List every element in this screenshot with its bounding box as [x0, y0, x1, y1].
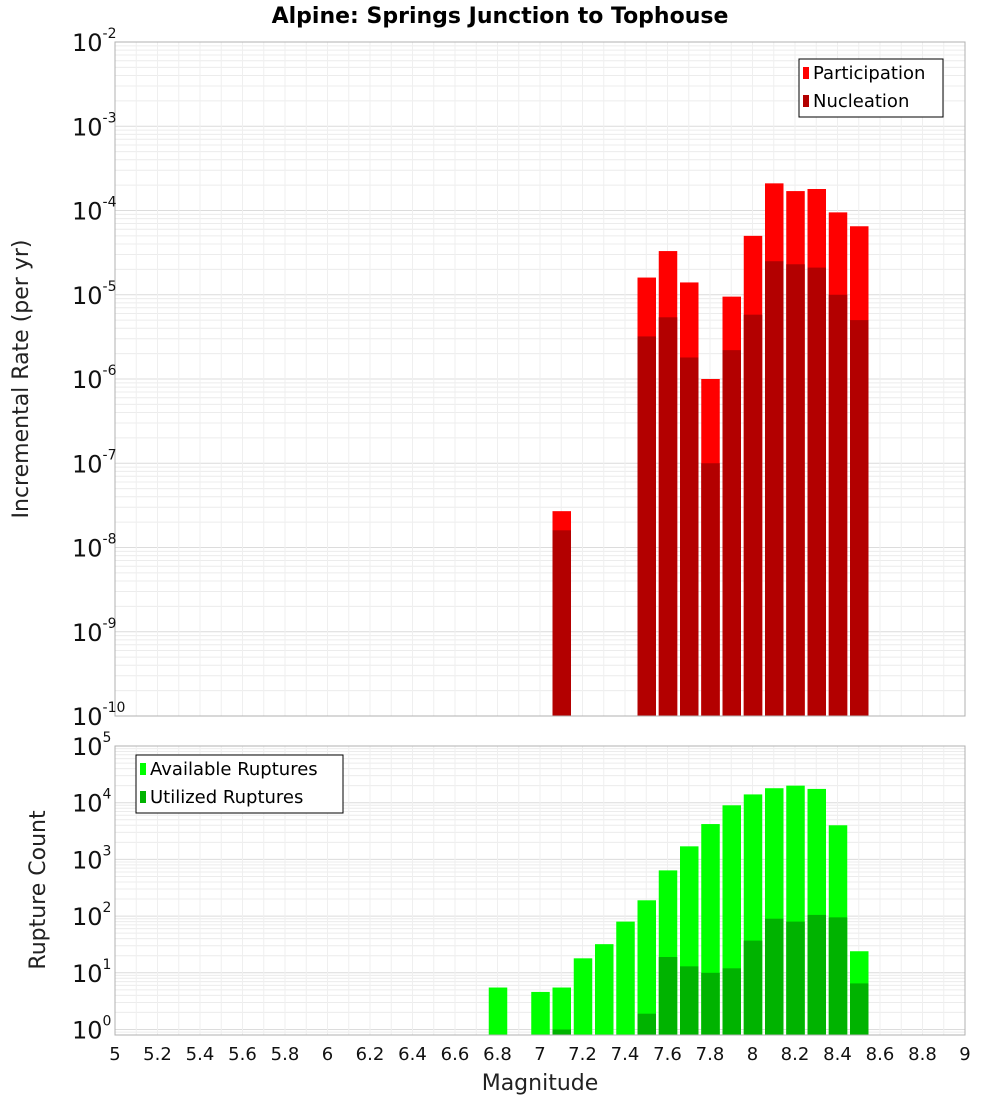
- x-tick-labels: 5 5.2 5.4 5.6 5.8 6 6.2 6.4 6.6 6.8 7 7.2 7.4 7.6 7.8 8…: [109, 1044, 970, 1065]
- x-tick-label: 7.2: [568, 1044, 597, 1065]
- y-tick-label: 100: [72, 1014, 111, 1045]
- count-panel: 100 101 102 103 104 105 Rupture Count 5 5.2 5.4 5.…: [26, 730, 971, 1065]
- y-tick-labels: 10-10 10-9 10-8 10-7 10-6 10-5 10-4 10-3 10-2: [72, 26, 125, 731]
- y-tick-labels: 100 101 102 103 104 105: [72, 730, 112, 1045]
- bar-overlay-nucleation: [828, 294, 848, 716]
- x-tick-label: 6.4: [398, 1044, 427, 1065]
- bar-overlay-utilized-ruptures: [743, 940, 763, 1035]
- x-tick-label: 5: [109, 1044, 120, 1065]
- bar-available-ruptures: [573, 958, 593, 1035]
- bar-available-ruptures: [595, 944, 614, 1035]
- bar-overlay-nucleation: [701, 463, 720, 716]
- legend-box: [135, 754, 344, 814]
- y-tick-label: 104: [72, 787, 112, 818]
- chart-title: Alpine: Springs Junction to Tophouse: [272, 4, 729, 29]
- bar-overlay-utilized-ruptures: [786, 921, 805, 1035]
- legend-swatch: [803, 67, 809, 79]
- x-tick-label: 7.4: [611, 1044, 640, 1065]
- x-tick-label: 5.8: [271, 1044, 300, 1065]
- bar-available-ruptures: [616, 921, 635, 1035]
- x-tick-label: 8.8: [908, 1044, 937, 1065]
- y-tick-label: 103: [72, 843, 111, 874]
- bar-overlay-utilized-ruptures: [850, 983, 869, 1035]
- x-tick-label: 5.4: [186, 1044, 215, 1065]
- bar-overlay-utilized-ruptures: [637, 1013, 656, 1035]
- bar-overlay-utilized-ruptures: [552, 1029, 571, 1035]
- x-tick-label: 6.6: [441, 1044, 470, 1065]
- plot-frame: [114, 745, 966, 1036]
- bar-overlay-nucleation: [658, 317, 678, 716]
- legend-swatch: [803, 95, 809, 107]
- bar-overlay-utilized-ruptures: [658, 956, 678, 1035]
- bar-overlay-nucleation: [807, 267, 826, 716]
- bar-overlay-utilized-ruptures: [680, 966, 699, 1035]
- bars: [552, 183, 869, 717]
- y-tick-label: 10-7: [72, 447, 117, 478]
- legend-label: Utilized Ruptures: [150, 787, 303, 808]
- legend: Available Ruptures Utilized Ruptures: [135, 754, 344, 814]
- x-tick-label: 8.4: [823, 1044, 852, 1065]
- bar-available-ruptures: [531, 991, 550, 1035]
- rate-panel: 10-10 10-9 10-8 10-7 10-6 10-5 10-4 10-3 10-2 Inc…: [9, 26, 966, 731]
- bar-overlay-nucleation: [850, 320, 869, 716]
- y-axis-label: Rupture Count: [26, 810, 51, 970]
- y-tick-label: 101: [72, 957, 111, 988]
- y-tick-label: 10-4: [72, 195, 117, 226]
- y-tick-label: 10-2: [72, 26, 117, 57]
- plot-frame: [114, 41, 966, 717]
- x-tick-label: 6.8: [483, 1044, 512, 1065]
- x-tick-label: 6.2: [356, 1044, 385, 1065]
- x-tick-label: 7.6: [653, 1044, 682, 1065]
- x-tick-label: 6: [322, 1044, 333, 1065]
- bars: [488, 785, 869, 1035]
- x-tick-label: 5.6: [228, 1044, 257, 1065]
- y-tick-label: 10-6: [72, 363, 117, 394]
- y-tick-label: 10-10: [72, 700, 125, 731]
- y-axis-label: Incremental Rate (per yr): [9, 240, 34, 519]
- bar-overlay-nucleation: [743, 314, 763, 716]
- y-tick-label: 10-9: [72, 616, 117, 647]
- legend-swatch: [140, 763, 146, 775]
- bar-available-ruptures: [637, 900, 656, 1035]
- x-axis-label: Magnitude: [482, 1071, 599, 1096]
- bar-overlay-nucleation: [786, 264, 805, 716]
- legend-box: [798, 58, 944, 118]
- bar-overlay-utilized-ruptures: [807, 914, 826, 1035]
- bar-available-ruptures: [488, 987, 508, 1035]
- legend-label: Participation: [813, 63, 925, 84]
- x-tick-label: 5.2: [143, 1044, 172, 1065]
- y-tick-label: 10-3: [72, 110, 117, 141]
- y-tick-label: 10-8: [72, 532, 117, 563]
- y-tick-label: 105: [72, 730, 111, 761]
- bar-overlay-utilized-ruptures: [828, 917, 848, 1035]
- legend: Participation Nucleation: [798, 58, 944, 118]
- bar-overlay-utilized-ruptures: [722, 968, 741, 1035]
- legend-label: Nucleation: [813, 91, 909, 112]
- bar-overlay-utilized-ruptures: [765, 918, 784, 1035]
- x-tick-label: 7: [534, 1044, 545, 1065]
- x-tick-label: 7.8: [696, 1044, 725, 1065]
- legend-swatch: [140, 791, 146, 803]
- bar-available-ruptures: [552, 987, 571, 1035]
- bar-overlay-nucleation: [722, 350, 741, 716]
- bar-overlay-utilized-ruptures: [701, 972, 720, 1035]
- bar-overlay-nucleation: [637, 336, 656, 716]
- bar-overlay-nucleation: [765, 261, 784, 716]
- x-tick-label: 8: [747, 1044, 758, 1065]
- y-tick-label: 10-5: [72, 279, 117, 310]
- y-tick-label: 102: [72, 900, 111, 931]
- x-tick-label: 8.2: [781, 1044, 810, 1065]
- x-tick-label: 8.6: [866, 1044, 895, 1065]
- legend-label: Available Ruptures: [150, 759, 318, 780]
- x-tick-label: 9: [959, 1044, 970, 1065]
- bar-overlay-nucleation: [680, 357, 699, 716]
- bar-overlay-nucleation: [552, 530, 571, 716]
